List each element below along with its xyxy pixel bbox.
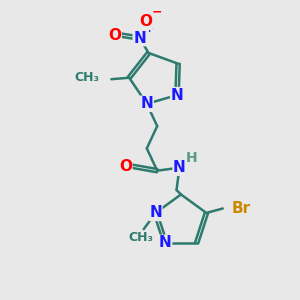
Text: N: N [149, 206, 162, 220]
Text: +: + [145, 24, 154, 34]
Text: N: N [173, 160, 186, 175]
Text: H: H [186, 152, 198, 165]
Text: N: N [171, 88, 183, 103]
Text: CH₃: CH₃ [74, 71, 99, 84]
Text: CH₃: CH₃ [128, 231, 153, 244]
Text: N: N [140, 96, 153, 111]
Text: −: − [152, 6, 162, 19]
Text: N: N [133, 31, 146, 46]
Text: O: O [139, 14, 152, 29]
Text: O: O [108, 28, 121, 43]
Text: N: N [159, 235, 172, 250]
Text: Br: Br [232, 201, 251, 216]
Text: O: O [119, 159, 132, 174]
